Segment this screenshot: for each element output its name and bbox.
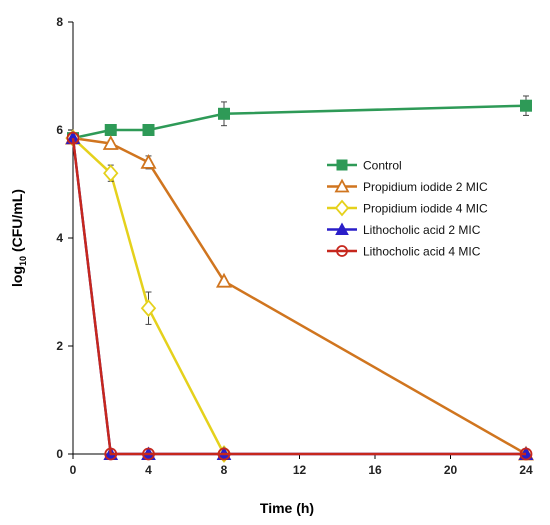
open-circle-marker xyxy=(66,131,80,145)
series-line xyxy=(72,137,226,455)
square-marker xyxy=(218,107,230,120)
open-triangle-marker xyxy=(140,154,157,169)
x-tick-label: 0 xyxy=(70,463,77,477)
legend-item-4: Lithocholic acid 2 MIC xyxy=(327,222,481,237)
open-circle-marker xyxy=(104,447,118,461)
legend-label: Lithocholic acid 2 MIC xyxy=(363,223,481,237)
open-circle-marker xyxy=(142,447,155,461)
legend-item-5: Lithocholic acid 4 MIC xyxy=(327,245,481,259)
x-tick-label: 20 xyxy=(444,463,458,477)
x-tick-label: 4 xyxy=(145,463,152,477)
legend-item-2: Propidium iodide 2 MIC xyxy=(327,178,488,194)
x-tick-label: 12 xyxy=(293,463,307,477)
y-axis-title-subscript: 10 xyxy=(18,256,28,266)
x-tick-label: 8 xyxy=(221,463,228,477)
y-axis-title: log10 (CFU/mL) xyxy=(9,189,28,287)
legend-item-1: Control xyxy=(327,159,402,173)
y-axis-title-suffix: (CFU/mL) xyxy=(9,189,25,256)
y-tick-label: 0 xyxy=(56,447,63,461)
open-triangle-marker xyxy=(102,135,119,150)
y-tick-label: 8 xyxy=(56,15,63,29)
series-line xyxy=(72,104,527,140)
y-tick-label: 4 xyxy=(56,231,63,245)
legend-item-3: Propidium iodide 4 MIC xyxy=(327,199,488,217)
legend-label: Propidium iodide 4 MIC xyxy=(363,202,488,216)
open-diamond-marker xyxy=(103,164,119,183)
x-tick-label: 24 xyxy=(519,463,533,477)
legend: Control Propidium iodide 2 MIC Propidium i… xyxy=(327,159,488,259)
x-axis-title: Time (h) xyxy=(260,500,314,516)
open-circle-marker xyxy=(336,245,348,257)
open-triangle-marker xyxy=(215,272,233,288)
open-circle-marker xyxy=(519,447,533,461)
y-tick-label: 6 xyxy=(56,123,63,137)
open-circle-marker xyxy=(217,447,231,461)
series-layer xyxy=(64,95,535,463)
open-diamond-marker xyxy=(140,299,157,318)
square-marker xyxy=(142,124,155,136)
legend-label: Lithocholic acid 4 MIC xyxy=(363,245,481,259)
series-1 xyxy=(67,95,532,145)
square-marker xyxy=(336,159,348,171)
series-5 xyxy=(66,131,533,461)
legend-label: Propidium iodide 2 MIC xyxy=(363,180,488,194)
y-axis-title-prefix: log xyxy=(9,266,25,287)
y-tick-label: 2 xyxy=(56,339,63,353)
x-tick-label: 16 xyxy=(368,463,382,477)
triangle-marker xyxy=(335,222,349,235)
square-marker xyxy=(520,99,532,112)
open-triangle-marker xyxy=(334,178,350,193)
legend-label: Control xyxy=(363,159,402,173)
open-diamond-marker xyxy=(334,199,350,217)
square-marker xyxy=(104,124,117,136)
series-line xyxy=(71,137,526,456)
